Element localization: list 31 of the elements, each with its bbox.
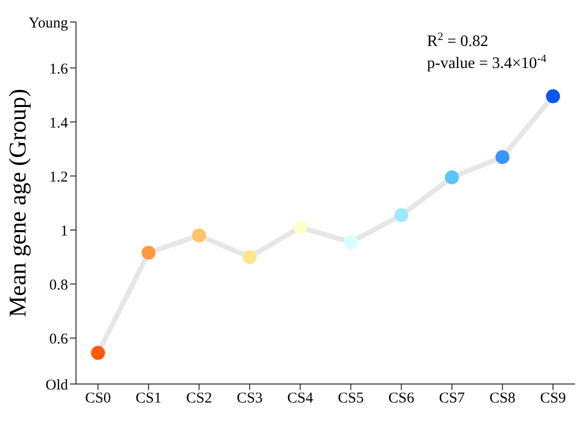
y-tick-label: 1.6 [49,61,68,78]
point [444,170,459,184]
annotation: p-value = 3.4×10$^{-4}$ [427,53,547,72]
x-tick-label: CS1 [136,390,162,407]
x-tick-label: CS6 [388,390,415,407]
x-tick-label: CS4 [287,390,314,407]
point [192,228,206,242]
x-tick-label: CS7 [438,390,466,407]
x-tick-label: CS2 [186,390,212,407]
y-axis-title: Mean gene age (Group) [6,88,32,318]
point [242,250,257,264]
x-tick-label: CS5 [338,390,364,407]
point [91,346,105,360]
y-tick-label: 1 [60,223,68,240]
y-tick-label: 1.4 [49,115,68,132]
point [546,89,560,104]
point [495,150,510,164]
x-tick-label: CS9 [540,390,566,407]
x-tick-label: CS3 [236,390,263,407]
y-tick-label: 1.2 [49,169,68,186]
y-tick-label: Old [46,377,68,394]
y-tick-label: 0.6 [49,331,68,348]
y-tick-label: Young [28,15,68,32]
point [344,235,358,250]
x-tick-label: CS8 [490,390,516,407]
y-tick-label: 0.8 [49,277,68,294]
point [394,208,408,222]
point [142,246,156,260]
x-tick-label: CS0 [85,390,111,407]
annotation: R$^{2}$ = 0.82 [427,31,488,50]
point [293,220,308,234]
